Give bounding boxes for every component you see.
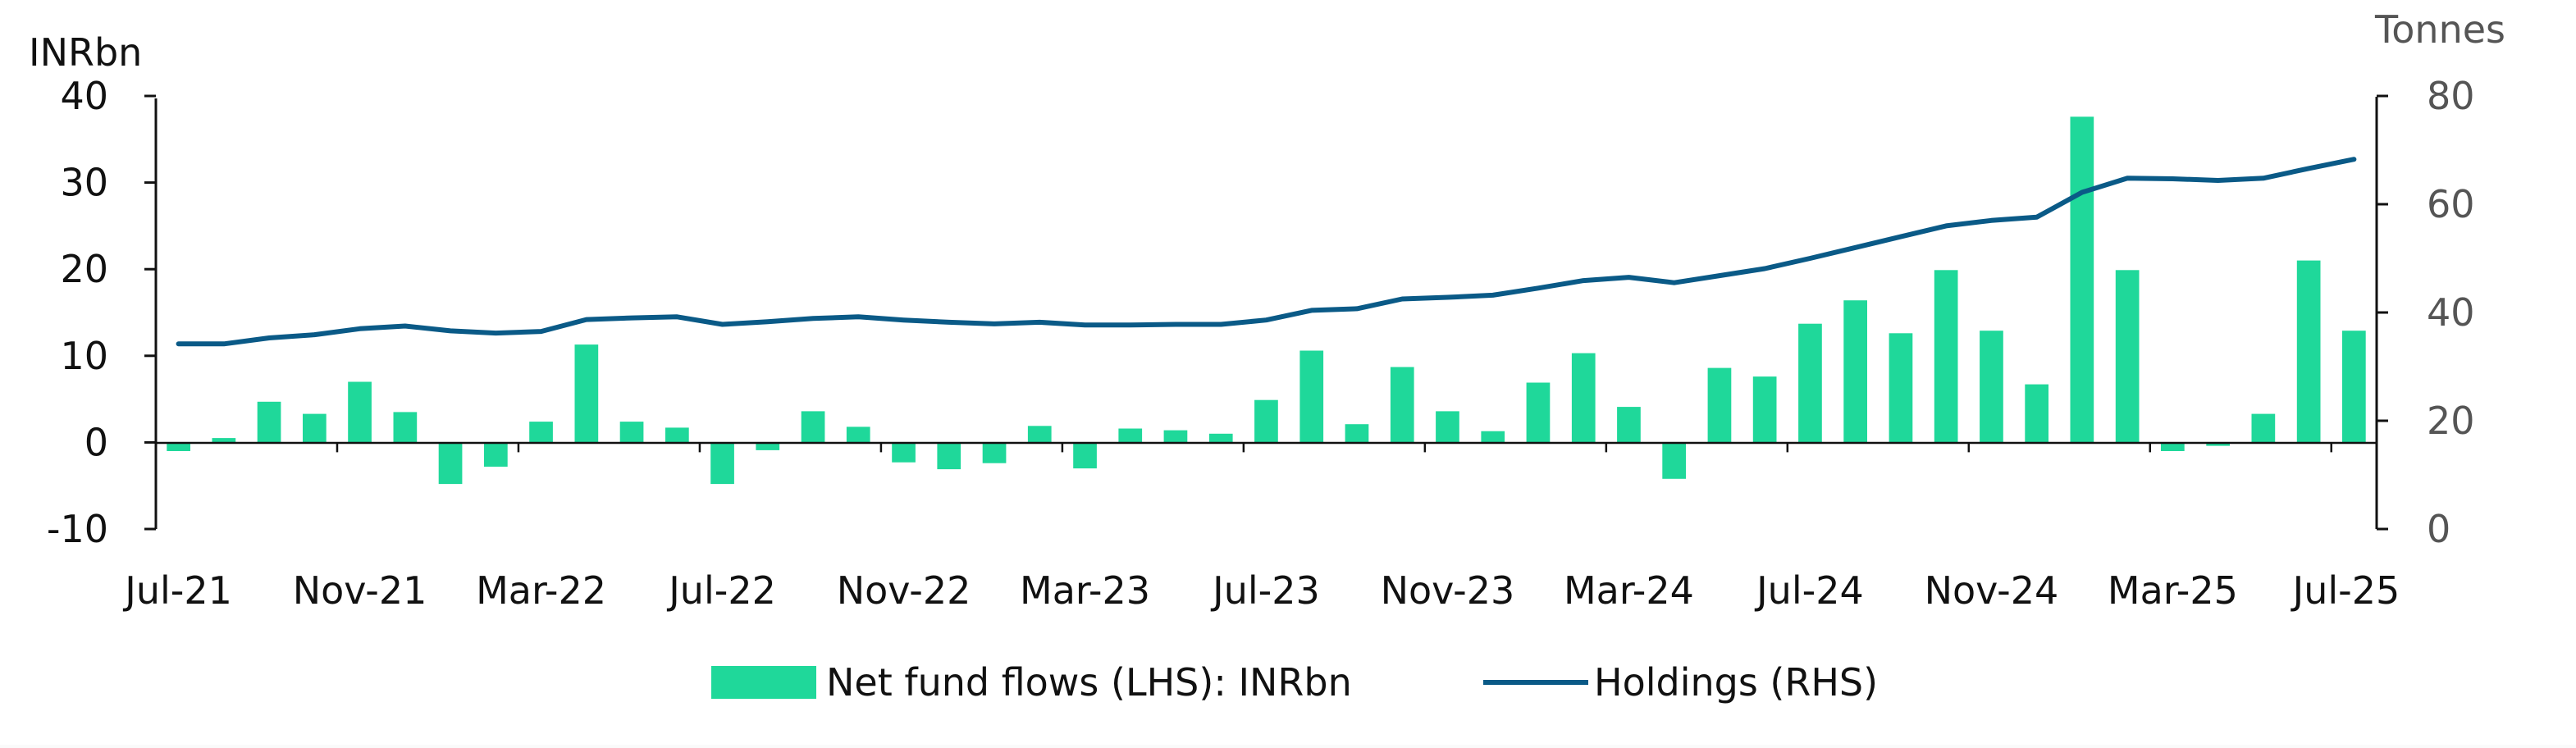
bar-may-22 bbox=[619, 422, 644, 443]
right-tick-label: 0 bbox=[2427, 507, 2450, 551]
x-tick-label: Jul-25 bbox=[2291, 568, 2400, 613]
right-tick-label: 20 bbox=[2427, 399, 2475, 443]
x-tick-label: Mar-25 bbox=[2108, 568, 2238, 613]
x-tick-label: Nov-21 bbox=[293, 568, 427, 613]
bar-dec-23 bbox=[1481, 431, 1505, 443]
bar-jan-23 bbox=[982, 442, 1007, 463]
bar-apr-22 bbox=[574, 344, 599, 443]
bar-sep-22 bbox=[801, 411, 825, 443]
bar-dec-24 bbox=[2025, 384, 2048, 443]
bar-jan-25 bbox=[2070, 116, 2094, 443]
left-tick-label: -10 bbox=[47, 507, 108, 551]
bar-jun-24 bbox=[1752, 376, 1777, 443]
bar-feb-22 bbox=[484, 442, 508, 467]
bar-aug-21 bbox=[212, 438, 236, 443]
left-tick-label: 10 bbox=[60, 334, 108, 378]
bar-feb-25 bbox=[2115, 270, 2140, 443]
bar-may-25 bbox=[2251, 413, 2276, 443]
legend-label-holdings: Holdings (RHS) bbox=[1594, 660, 1878, 705]
bar-nov-23 bbox=[1436, 411, 1459, 443]
bar-apr-24 bbox=[1662, 442, 1686, 479]
bar-jan-24 bbox=[1526, 382, 1551, 443]
bar-oct-21 bbox=[303, 413, 327, 443]
left-tick-label: 30 bbox=[60, 161, 108, 205]
bar-nov-21 bbox=[348, 381, 372, 443]
x-tick-label: Mar-24 bbox=[1564, 568, 1694, 613]
bar-dec-22 bbox=[937, 442, 961, 470]
bar-jul-23 bbox=[1254, 399, 1278, 443]
bar-mar-22 bbox=[529, 422, 553, 443]
bar-oct-23 bbox=[1390, 367, 1414, 443]
bar-nov-24 bbox=[1980, 331, 2003, 443]
bar-may-24 bbox=[1707, 367, 1732, 443]
bar-dec-21 bbox=[393, 412, 418, 443]
ticks-layer: 40 30 20 10 0 -10 80 60 40 20 0 Jul-21 Nov-21 Mar-22 J… bbox=[47, 74, 2475, 613]
bar-jan-22 bbox=[438, 442, 463, 485]
right-tick-label: 60 bbox=[2427, 182, 2475, 226]
holdings-line bbox=[176, 157, 2357, 347]
bar-jul-24 bbox=[1798, 323, 1822, 443]
bar-aug-23 bbox=[1299, 350, 1324, 443]
bar-nov-22 bbox=[892, 442, 916, 463]
bar-jun-22 bbox=[665, 427, 689, 443]
bar-jun-25 bbox=[2296, 260, 2321, 443]
right-tick-label: 40 bbox=[2427, 290, 2475, 335]
bar-oct-22 bbox=[846, 426, 870, 443]
bar-apr-23 bbox=[1118, 428, 1143, 443]
x-tick-label: Mar-22 bbox=[476, 568, 606, 613]
right-tick-label: 80 bbox=[2427, 74, 2475, 118]
legend: Net fund flows (LHS): INRbn Holdings (RH… bbox=[711, 660, 1878, 705]
bar-apr-25 bbox=[2206, 442, 2230, 446]
bar-may-23 bbox=[1163, 430, 1188, 443]
bar-jun-23 bbox=[1208, 433, 1233, 443]
bar-aug-24 bbox=[1843, 300, 1867, 443]
x-tick-label: Jul-22 bbox=[666, 568, 776, 613]
bar-mar-25 bbox=[2161, 442, 2185, 451]
bar-sep-21 bbox=[257, 401, 281, 443]
bar-mar-23 bbox=[1073, 442, 1097, 469]
bar-aug-22 bbox=[756, 442, 780, 450]
x-tick-label: Jul-21 bbox=[122, 568, 232, 613]
bar-feb-24 bbox=[1571, 353, 1596, 443]
x-tick-label: Jul-23 bbox=[1210, 568, 1320, 613]
bar-jul-25 bbox=[2342, 331, 2366, 443]
x-tick-label: Nov-23 bbox=[1381, 568, 1515, 613]
left-tick-label: 20 bbox=[60, 247, 108, 291]
x-tick-label: Nov-22 bbox=[837, 568, 971, 613]
left-tick-label: 40 bbox=[60, 74, 108, 118]
x-tick-label: Jul-24 bbox=[1754, 568, 1864, 613]
bar-jul-22 bbox=[710, 442, 734, 485]
bar-mar-24 bbox=[1617, 407, 1641, 443]
x-tick-label: Mar-23 bbox=[1020, 568, 1150, 613]
bar-jul-21 bbox=[167, 442, 190, 451]
bar-feb-23 bbox=[1027, 426, 1052, 443]
right-axis-unit: Tonnes bbox=[2374, 7, 2505, 52]
legend-swatch-net-fund-flows bbox=[711, 666, 816, 699]
line-layer bbox=[176, 157, 2357, 347]
bars-layer bbox=[167, 116, 2366, 485]
legend-label-net-fund-flows: Net fund flows (LHS): INRbn bbox=[826, 660, 1352, 705]
bar-oct-24 bbox=[1934, 270, 1958, 443]
bar-sep-23 bbox=[1345, 424, 1369, 443]
left-tick-label: 0 bbox=[84, 420, 108, 464]
x-tick-label: Nov-24 bbox=[1925, 568, 2059, 613]
left-axis-unit: INRbn bbox=[29, 30, 142, 75]
bar-sep-24 bbox=[1889, 333, 1913, 443]
